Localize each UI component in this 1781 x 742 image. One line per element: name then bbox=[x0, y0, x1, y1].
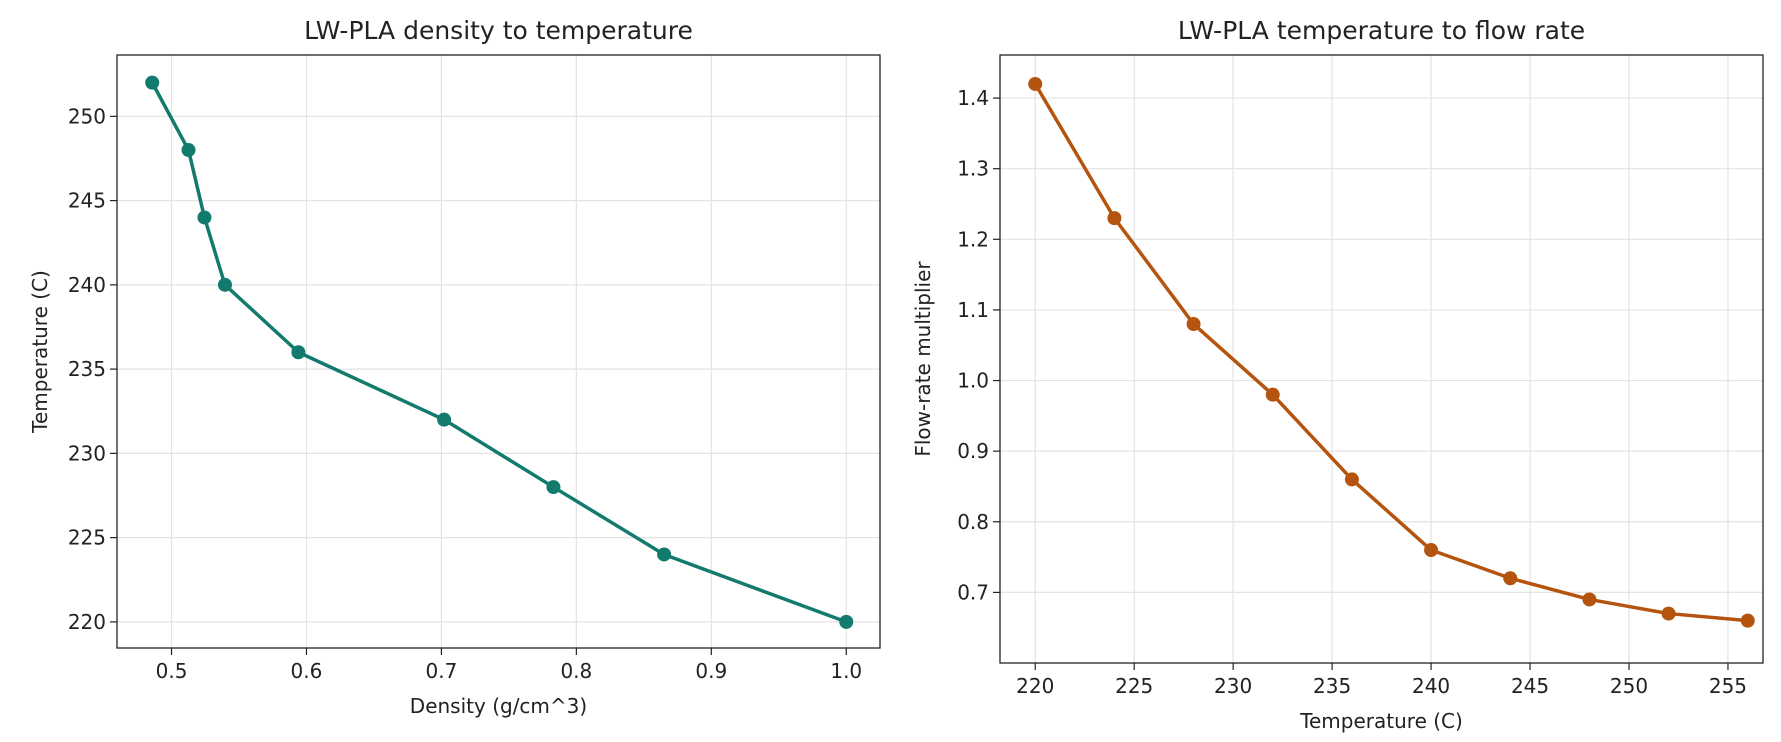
x-tick-label: 250 bbox=[1610, 674, 1648, 698]
x-axis-label: Temperature (C) bbox=[1299, 709, 1463, 733]
y-tick-label: 225 bbox=[68, 526, 106, 550]
point bbox=[1186, 317, 1201, 332]
point bbox=[1028, 76, 1043, 91]
plot-frame bbox=[116, 54, 881, 649]
y-tick-label: 1.1 bbox=[957, 298, 989, 322]
x-tick-label: 255 bbox=[1709, 674, 1747, 698]
point bbox=[1107, 211, 1122, 226]
chart-title: LW-PLA density to temperature bbox=[304, 16, 693, 45]
y-tick-label: 1.0 bbox=[957, 369, 989, 393]
x-tick-label: 0.8 bbox=[560, 659, 592, 683]
point bbox=[839, 614, 854, 629]
y-tick-label: 220 bbox=[68, 610, 106, 634]
point bbox=[1503, 571, 1518, 586]
point bbox=[291, 345, 306, 360]
y-tick-label: 1.3 bbox=[957, 157, 989, 181]
point bbox=[1265, 387, 1280, 402]
x-tick-label: 220 bbox=[1016, 674, 1054, 698]
y-tick-label: 250 bbox=[68, 104, 106, 128]
point bbox=[437, 412, 452, 427]
point bbox=[217, 277, 232, 292]
point bbox=[657, 547, 672, 562]
point bbox=[546, 480, 561, 495]
x-tick-label: 245 bbox=[1511, 674, 1549, 698]
x-tick-label: 240 bbox=[1412, 674, 1450, 698]
x-tick-label: 0.6 bbox=[291, 659, 323, 683]
y-axis-label: Temperature (C) bbox=[28, 270, 52, 434]
y-tick-label: 230 bbox=[68, 441, 106, 465]
point bbox=[1661, 606, 1676, 621]
line bbox=[1033, 83, 1748, 623]
point bbox=[1740, 613, 1755, 628]
plot-frame bbox=[999, 54, 1764, 664]
point bbox=[145, 75, 160, 90]
y-tick-label: 235 bbox=[68, 357, 106, 381]
x-tick-label: 1.0 bbox=[830, 659, 862, 683]
x-tick-label: 0.9 bbox=[695, 659, 727, 683]
x-axis-label: Density (g/cm^3) bbox=[410, 694, 587, 718]
point bbox=[197, 210, 212, 225]
x-tick-label: 235 bbox=[1313, 674, 1351, 698]
x-tick-label: 230 bbox=[1214, 674, 1252, 698]
y-tick-label: 1.4 bbox=[957, 86, 989, 110]
point bbox=[1344, 472, 1359, 487]
y-axis-label: Flow-rate multiplier bbox=[911, 261, 935, 457]
point bbox=[181, 143, 196, 158]
y-tick-label: 240 bbox=[68, 273, 106, 297]
y-tick-label: 0.9 bbox=[957, 439, 989, 463]
y-tick-label: 245 bbox=[68, 189, 106, 213]
chart-title: LW-PLA temperature to flow rate bbox=[1178, 16, 1585, 45]
x-tick-label: 0.7 bbox=[426, 659, 458, 683]
y-tick-label: 1.2 bbox=[957, 227, 989, 251]
y-tick-label: 0.8 bbox=[957, 510, 989, 534]
y-tick-label: 0.7 bbox=[957, 580, 989, 604]
point bbox=[1582, 592, 1597, 607]
x-tick-label: 0.5 bbox=[156, 659, 188, 683]
x-tick-label: 225 bbox=[1115, 674, 1153, 698]
point bbox=[1424, 543, 1439, 558]
line bbox=[150, 81, 847, 624]
